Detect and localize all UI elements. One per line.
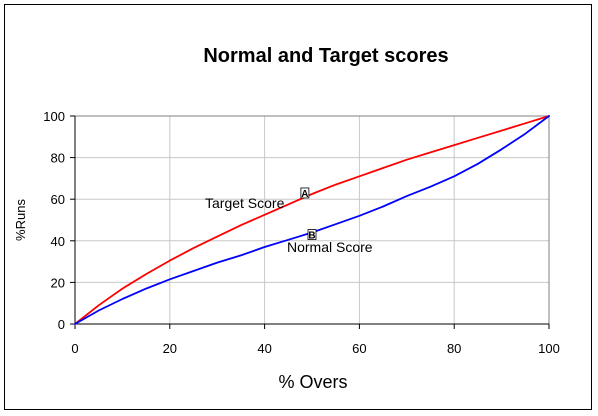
y-tick-label: 80 — [51, 151, 65, 166]
x-tick-label: 80 — [447, 341, 461, 356]
x-tick-label: 100 — [538, 341, 560, 356]
y-tick-label: 100 — [43, 109, 65, 124]
y-tick-label: 0 — [58, 317, 65, 332]
series-marker-box — [307, 229, 317, 240]
x-tick-label: 0 — [71, 341, 78, 356]
normal-score-label: Normal Score — [287, 239, 373, 255]
axes — [70, 115, 550, 329]
chart-frame — [4, 4, 592, 410]
tick-labels: 0 20 40 60 80 100 0 20 40 60 80 100 — [43, 109, 560, 356]
x-tick-label: 20 — [163, 341, 177, 356]
y-axis-label: %Runs — [13, 199, 28, 241]
series-line-normal-score — [74, 115, 550, 325]
gridlines — [74, 115, 550, 325]
chart-title: Normal and Target scores — [203, 45, 448, 67]
x-tick-label: 60 — [352, 341, 366, 356]
x-tick-label: 40 — [257, 341, 271, 356]
series-marker-letter: A — [301, 189, 308, 200]
series-marker-letter: B — [308, 231, 315, 242]
y-tick-label: 60 — [51, 192, 65, 207]
target-score-label: Target Score — [205, 195, 285, 211]
y-tick-label: 40 — [51, 234, 65, 249]
series-marker-box — [300, 187, 310, 199]
series-line-target-score — [74, 115, 550, 325]
y-tick-label: 20 — [51, 275, 65, 290]
plot-area — [74, 115, 550, 325]
series-layer: AB — [74, 115, 550, 325]
x-axis-label: % Overs — [278, 372, 347, 392]
